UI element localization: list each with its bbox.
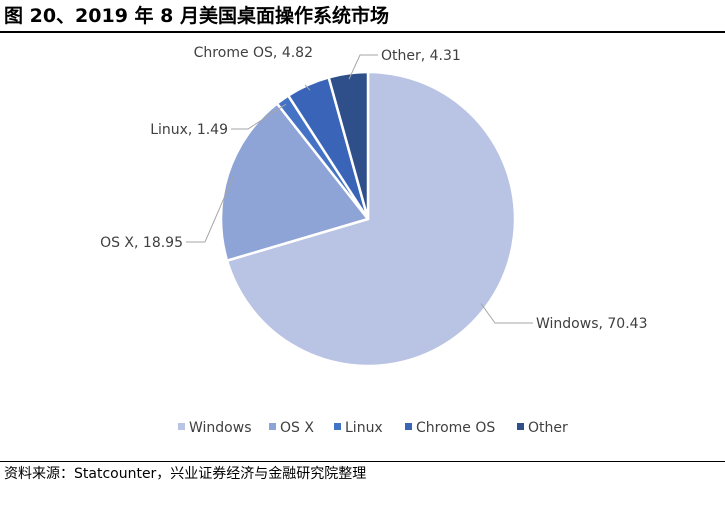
leader-line-os-x [186,176,234,243]
pie-chart: Windows, 70.43 OS X, 18.95 Linux, 1.49 Chro… [100,45,647,436]
legend-swatch-os-x [269,423,276,430]
slice-label-other: Other, 4.31 [381,48,461,64]
legend-swatch-chrome-os [405,423,412,430]
legend-label-other: Other [528,420,568,436]
source-note: 资料来源：Statcounter，兴业证券经济与金融研究院整理 [4,466,367,482]
legend-item-linux: Linux [334,420,383,436]
title-rule [0,31,725,33]
pie-slice-os-x [219,102,370,262]
figure-title: 图 20、2019 年 8 月美国桌面操作系统市场 [4,5,390,27]
legend-swatch-other [517,423,524,430]
slice-labels: Windows, 70.43 OS X, 18.95 Linux, 1.49 Chro… [100,45,647,332]
slice-label-windows: Windows, 70.43 [536,316,647,332]
legend-item-other: Other [517,420,568,436]
slice-label-linux: Linux, 1.49 [150,122,228,138]
legend-swatch-windows [178,423,185,430]
pie-slice-windows [225,70,517,368]
leader-line-windows [480,303,533,324]
source-rule [0,461,725,462]
slice-label-chrome-os: Chrome OS, 4.82 [194,45,313,61]
legend-item-chrome-os: Chrome OS [405,420,495,436]
leader-lines [186,54,533,324]
pie-slice-other [327,70,370,221]
leader-line-other [348,54,378,80]
legend-swatch-linux [334,423,341,430]
legend-label-os-x: OS X [280,420,314,436]
pie-slices [219,70,517,368]
legend: Windows OS X Linux Chrome OS Other [178,420,568,436]
leader-line-chrome-os [304,84,311,91]
legend-label-windows: Windows [189,420,252,436]
legend-item-windows: Windows [178,420,252,436]
legend-label-linux: Linux [345,420,383,436]
legend-label-chrome-os: Chrome OS [416,420,495,436]
leader-line-linux [231,103,287,130]
slice-label-os-x: OS X, 18.95 [100,235,183,251]
legend-item-os-x: OS X [269,420,314,436]
